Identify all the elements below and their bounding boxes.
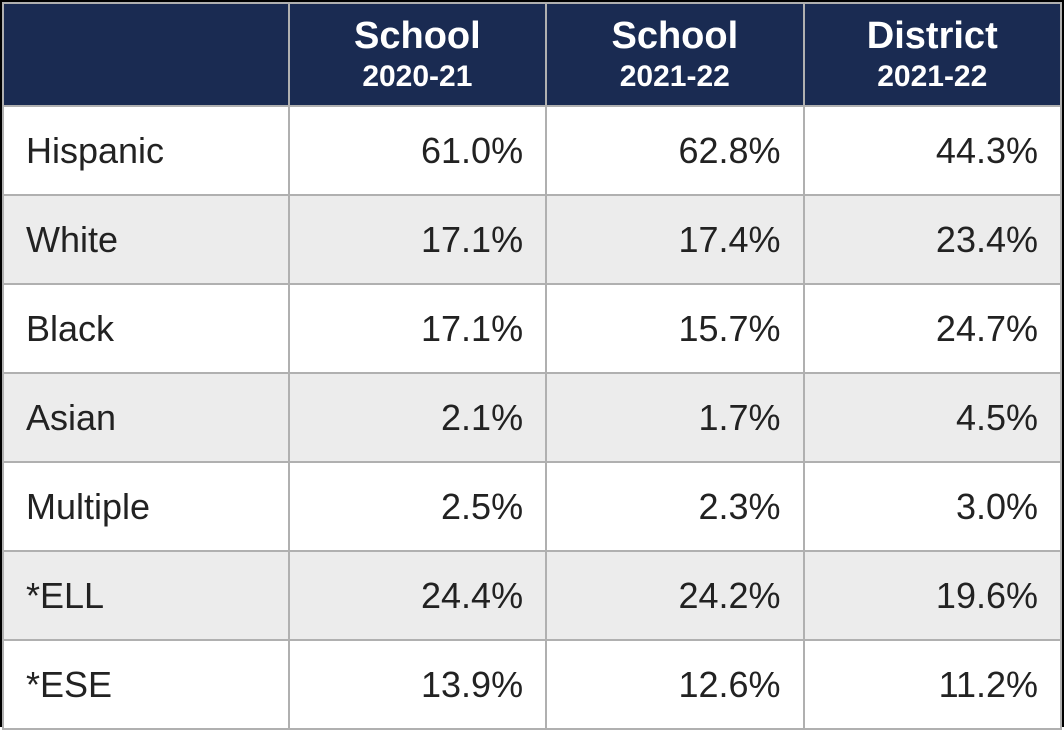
table-cell: 24.4% xyxy=(289,551,546,640)
table-cell: 13.9% xyxy=(289,640,546,729)
table-cell: 12.6% xyxy=(546,640,803,729)
table-cell: 17.1% xyxy=(289,195,546,284)
row-label: Asian xyxy=(3,373,289,462)
header-main: District xyxy=(821,16,1044,58)
table-cell: 17.4% xyxy=(546,195,803,284)
table-cell: 17.1% xyxy=(289,284,546,373)
row-label: Hispanic xyxy=(3,106,289,195)
table-row: Asian 2.1% 1.7% 4.5% xyxy=(3,373,1061,462)
table-cell: 2.1% xyxy=(289,373,546,462)
header-sub: 2021-22 xyxy=(563,60,786,93)
table-cell: 23.4% xyxy=(804,195,1061,284)
table-cell: 62.8% xyxy=(546,106,803,195)
row-label: White xyxy=(3,195,289,284)
table-cell: 1.7% xyxy=(546,373,803,462)
table-cell: 24.7% xyxy=(804,284,1061,373)
table-cell: 2.3% xyxy=(546,462,803,551)
header-school-2021-22: School 2021-22 xyxy=(546,3,803,106)
header-district-2021-22: District 2021-22 xyxy=(804,3,1061,106)
table-cell: 61.0% xyxy=(289,106,546,195)
table-cell: 44.3% xyxy=(804,106,1061,195)
table-cell: 3.0% xyxy=(804,462,1061,551)
table-row: Hispanic 61.0% 62.8% 44.3% xyxy=(3,106,1061,195)
table-row: *ESE 13.9% 12.6% 11.2% xyxy=(3,640,1061,729)
table-row: Multiple 2.5% 2.3% 3.0% xyxy=(3,462,1061,551)
demographics-table: School 2020-21 School 2021-22 District 2… xyxy=(2,2,1062,730)
header-sub: 2021-22 xyxy=(821,60,1044,93)
header-school-2020-21: School 2020-21 xyxy=(289,3,546,106)
row-label: Black xyxy=(3,284,289,373)
table-cell: 15.7% xyxy=(546,284,803,373)
table-row: Black 17.1% 15.7% 24.7% xyxy=(3,284,1061,373)
table-row: *ELL 24.4% 24.2% 19.6% xyxy=(3,551,1061,640)
table-row: White 17.1% 17.4% 23.4% xyxy=(3,195,1061,284)
table-cell: 24.2% xyxy=(546,551,803,640)
header-main: School xyxy=(563,16,786,58)
demographics-table-container: School 2020-21 School 2021-22 District 2… xyxy=(0,0,1064,727)
row-label: Multiple xyxy=(3,462,289,551)
table-cell: 11.2% xyxy=(804,640,1061,729)
header-sub: 2020-21 xyxy=(306,60,529,93)
table-header-row: School 2020-21 School 2021-22 District 2… xyxy=(3,3,1061,106)
table-cell: 19.6% xyxy=(804,551,1061,640)
table-cell: 2.5% xyxy=(289,462,546,551)
row-label: *ESE xyxy=(3,640,289,729)
table-cell: 4.5% xyxy=(804,373,1061,462)
header-main: School xyxy=(306,16,529,58)
row-label: *ELL xyxy=(3,551,289,640)
header-empty xyxy=(3,3,289,106)
